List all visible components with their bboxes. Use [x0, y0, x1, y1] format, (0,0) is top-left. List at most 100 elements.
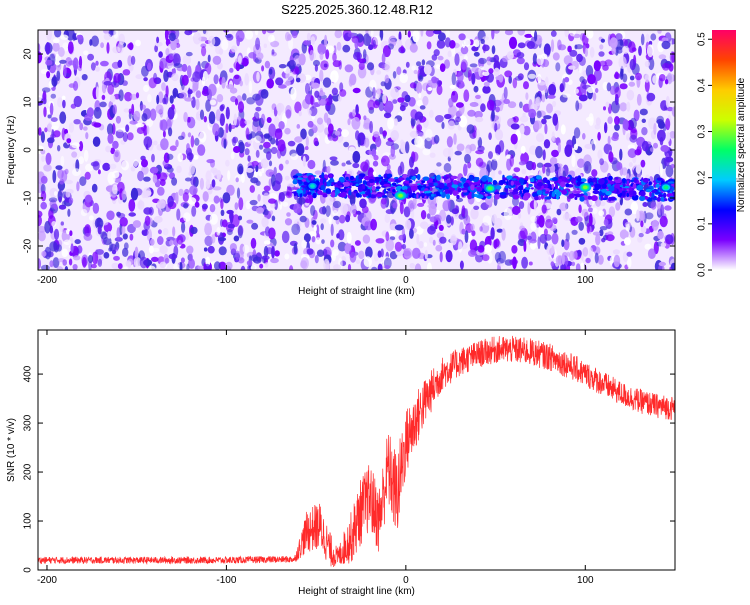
colorbar: 0.0 0.1 0.2 0.3 0.4 0.5 Normalized spectral a…: [697, 30, 747, 277]
noise-blob: [287, 140, 296, 147]
noise-blob: [490, 227, 495, 240]
noise-blob: [220, 103, 225, 110]
noise-blob: [547, 94, 556, 99]
noise-blob: [313, 225, 317, 232]
noise-blob: [578, 56, 586, 66]
noise-blob: [528, 108, 537, 119]
noise-blob: [123, 108, 130, 113]
noise-blob: [580, 262, 585, 270]
noise-blob: [45, 42, 51, 55]
noise-blob: [285, 109, 292, 119]
noise-blob: [147, 62, 152, 71]
noise-blob: [429, 216, 437, 223]
signal-cell: [325, 188, 332, 194]
noise-blob: [407, 30, 411, 38]
noise-blob: [162, 130, 166, 138]
noise-blob: [48, 197, 58, 203]
noise-blob: [358, 61, 365, 71]
noise-blob: [394, 118, 398, 126]
signal-cell: [330, 191, 336, 198]
noise-blob: [608, 151, 614, 163]
noise-blob: [90, 263, 97, 269]
noise-blob: [204, 263, 211, 270]
noise-blob: [58, 47, 65, 57]
noise-blob: [574, 88, 579, 94]
noise-blob: [336, 41, 342, 51]
noise-blob: [542, 164, 546, 174]
noise-blob: [111, 262, 120, 270]
noise-blob: [90, 62, 96, 71]
signal-cell: [494, 194, 500, 200]
noise-blob: [175, 191, 179, 205]
noise-blob: [591, 143, 596, 151]
noise-blob: [473, 51, 480, 57]
signal-cell: [626, 180, 630, 186]
noise-blob: [170, 39, 177, 51]
noise-blob: [549, 157, 558, 165]
noise-blob: [73, 95, 83, 108]
noise-blob: [222, 192, 231, 204]
noise-blob: [422, 148, 431, 156]
noise-blob: [139, 104, 146, 110]
noise-blob: [381, 52, 386, 64]
noise-blob: [516, 52, 525, 59]
noise-blob: [212, 55, 222, 65]
noise-blob: [511, 245, 518, 254]
noise-blob: [100, 42, 104, 49]
noise-blob: [420, 210, 427, 220]
noise-blob: [423, 64, 432, 75]
noise-blob: [451, 91, 456, 96]
signal-hotspot: [310, 184, 315, 188]
noise-blob: [642, 202, 648, 207]
noise-blob: [376, 87, 381, 99]
noise-blob: [125, 260, 132, 267]
noise-blob: [634, 149, 642, 156]
noise-blob: [208, 35, 216, 47]
noise-blob: [263, 240, 271, 245]
noise-blob: [372, 160, 379, 167]
signal-cell: [416, 173, 421, 181]
signal-cell: [649, 191, 652, 197]
noise-blob: [128, 42, 134, 51]
signal-cell: [487, 177, 493, 183]
colorbar-ticks: 0.0 0.1 0.2 0.3 0.4 0.5: [697, 32, 712, 277]
noise-blob: [657, 129, 666, 142]
noise-blob: [309, 49, 315, 62]
signal-cell: [421, 195, 425, 199]
noise-blob: [560, 124, 566, 135]
noise-blob: [83, 50, 89, 56]
noise-blob: [117, 212, 126, 219]
noise-blob: [585, 30, 594, 39]
noise-blob: [187, 132, 192, 138]
noise-blob: [51, 76, 58, 87]
noise-blob: [396, 66, 402, 75]
noise-blob: [210, 159, 215, 168]
noise-blob: [347, 264, 352, 270]
noise-blob: [530, 215, 537, 223]
noise-blob: [363, 256, 372, 268]
noise-blob: [614, 71, 619, 79]
noise-blob: [150, 108, 157, 121]
noise-blob: [469, 102, 479, 107]
noise-blob: [418, 75, 423, 80]
noise-blob: [465, 208, 469, 221]
noise-blob: [444, 37, 451, 48]
noise-blob: [176, 208, 181, 221]
noise-blob: [543, 162, 552, 168]
noise-blob: [355, 259, 361, 264]
noise-blob: [207, 245, 215, 254]
noise-blob: [628, 41, 636, 53]
signal-cell: [467, 193, 473, 200]
noise-blob: [204, 235, 213, 247]
noise-blob: [142, 187, 152, 199]
noise-blob: [122, 132, 128, 142]
noise-blob: [333, 45, 337, 55]
noise-blob: [239, 80, 243, 87]
noise-blob: [524, 33, 533, 38]
noise-blob: [256, 207, 264, 214]
noise-blob: [112, 184, 118, 195]
noise-blob: [259, 144, 264, 150]
noise-blob: [578, 204, 582, 214]
noise-blob: [261, 65, 265, 72]
noise-blob: [433, 134, 440, 144]
